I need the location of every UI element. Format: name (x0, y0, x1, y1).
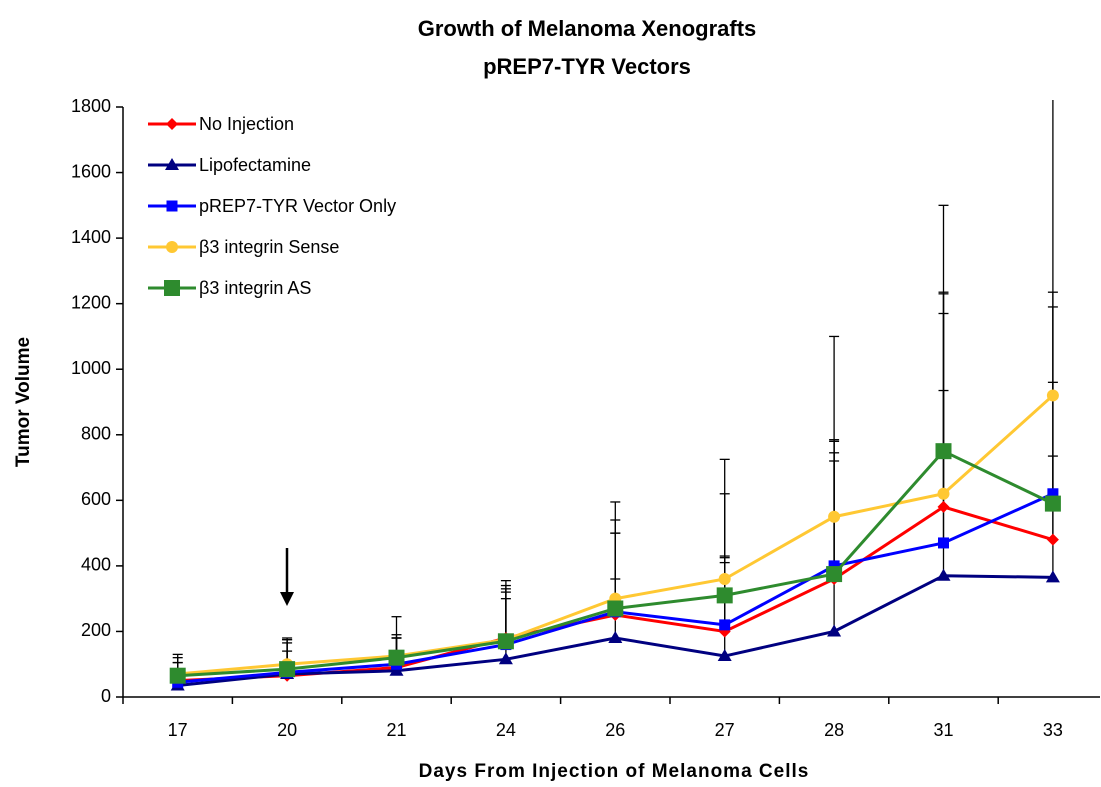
data-point (389, 663, 404, 676)
x-tick-label: 31 (933, 720, 953, 740)
data-point (717, 649, 732, 662)
legend-marker (166, 241, 178, 253)
plot-area (169, 100, 1061, 691)
y-tick-label: 1200 (71, 292, 111, 312)
y-tick-label: 1400 (71, 227, 111, 247)
chart-subtitle: pREP7-TYR Vectors (483, 54, 691, 79)
y-tick-label: 0 (101, 686, 111, 706)
data-point (719, 619, 731, 631)
legend-label: β3 integrin Sense (199, 237, 339, 257)
y-tick-label: 1600 (71, 161, 111, 181)
data-point (828, 560, 840, 572)
data-point (1046, 389, 1059, 402)
y-tick-label: 400 (81, 555, 111, 575)
data-point (169, 667, 186, 684)
data-point (497, 633, 514, 650)
arrow (280, 548, 294, 606)
y-tick-label: 800 (81, 424, 111, 444)
x-tick-label: 21 (386, 720, 406, 740)
chart-title: Growth of Melanoma Xenografts (418, 16, 757, 41)
data-point (938, 537, 949, 549)
x-tick-label: 26 (605, 720, 625, 740)
x-tick-label: 27 (715, 720, 735, 740)
data-point (608, 631, 623, 643)
legend-label: pREP7-TYR Vector Only (199, 196, 396, 216)
data-point (1044, 495, 1061, 512)
y-axis-label: Tumor Volume (13, 337, 34, 467)
legend: No Injection Lipofectamine pREP7-TYR Vecto… (148, 114, 396, 298)
data-point (937, 487, 950, 500)
legend-marker (166, 200, 178, 212)
legend-marker (164, 280, 180, 296)
x-tick-label: 28 (824, 720, 844, 740)
data-point (279, 661, 296, 678)
legend-label: β3 integrin AS (199, 278, 311, 298)
x-tick-label: 33 (1043, 720, 1063, 740)
data-point (935, 443, 952, 460)
data-point (1045, 570, 1060, 583)
x-tick-label: 17 (168, 720, 188, 740)
data-point (937, 500, 950, 513)
x-tick-label: 24 (496, 720, 516, 740)
data-point (498, 652, 513, 665)
data-point (936, 568, 951, 581)
legend-marker (166, 118, 178, 130)
y-tick-label: 200 (81, 620, 111, 640)
data-point (607, 600, 624, 617)
y-tick-label: 600 (81, 489, 111, 509)
data-point (716, 587, 733, 604)
data-point (1046, 533, 1059, 546)
legend-marker (165, 158, 179, 170)
legend-label: Lipofectamine (199, 155, 311, 175)
data-point (826, 566, 843, 583)
y-tick-label: 1800 (71, 96, 111, 116)
x-tick-label: 20 (277, 720, 297, 740)
y-tick-label: 1000 (71, 358, 111, 378)
x-axis-label: Days From Injection of Melanoma Cells (419, 761, 810, 782)
data-point (827, 624, 842, 637)
data-point (828, 510, 841, 523)
data-point (388, 649, 405, 666)
data-point (718, 573, 731, 585)
data-point (1047, 488, 1059, 500)
legend-label: No Injection (199, 114, 294, 134)
